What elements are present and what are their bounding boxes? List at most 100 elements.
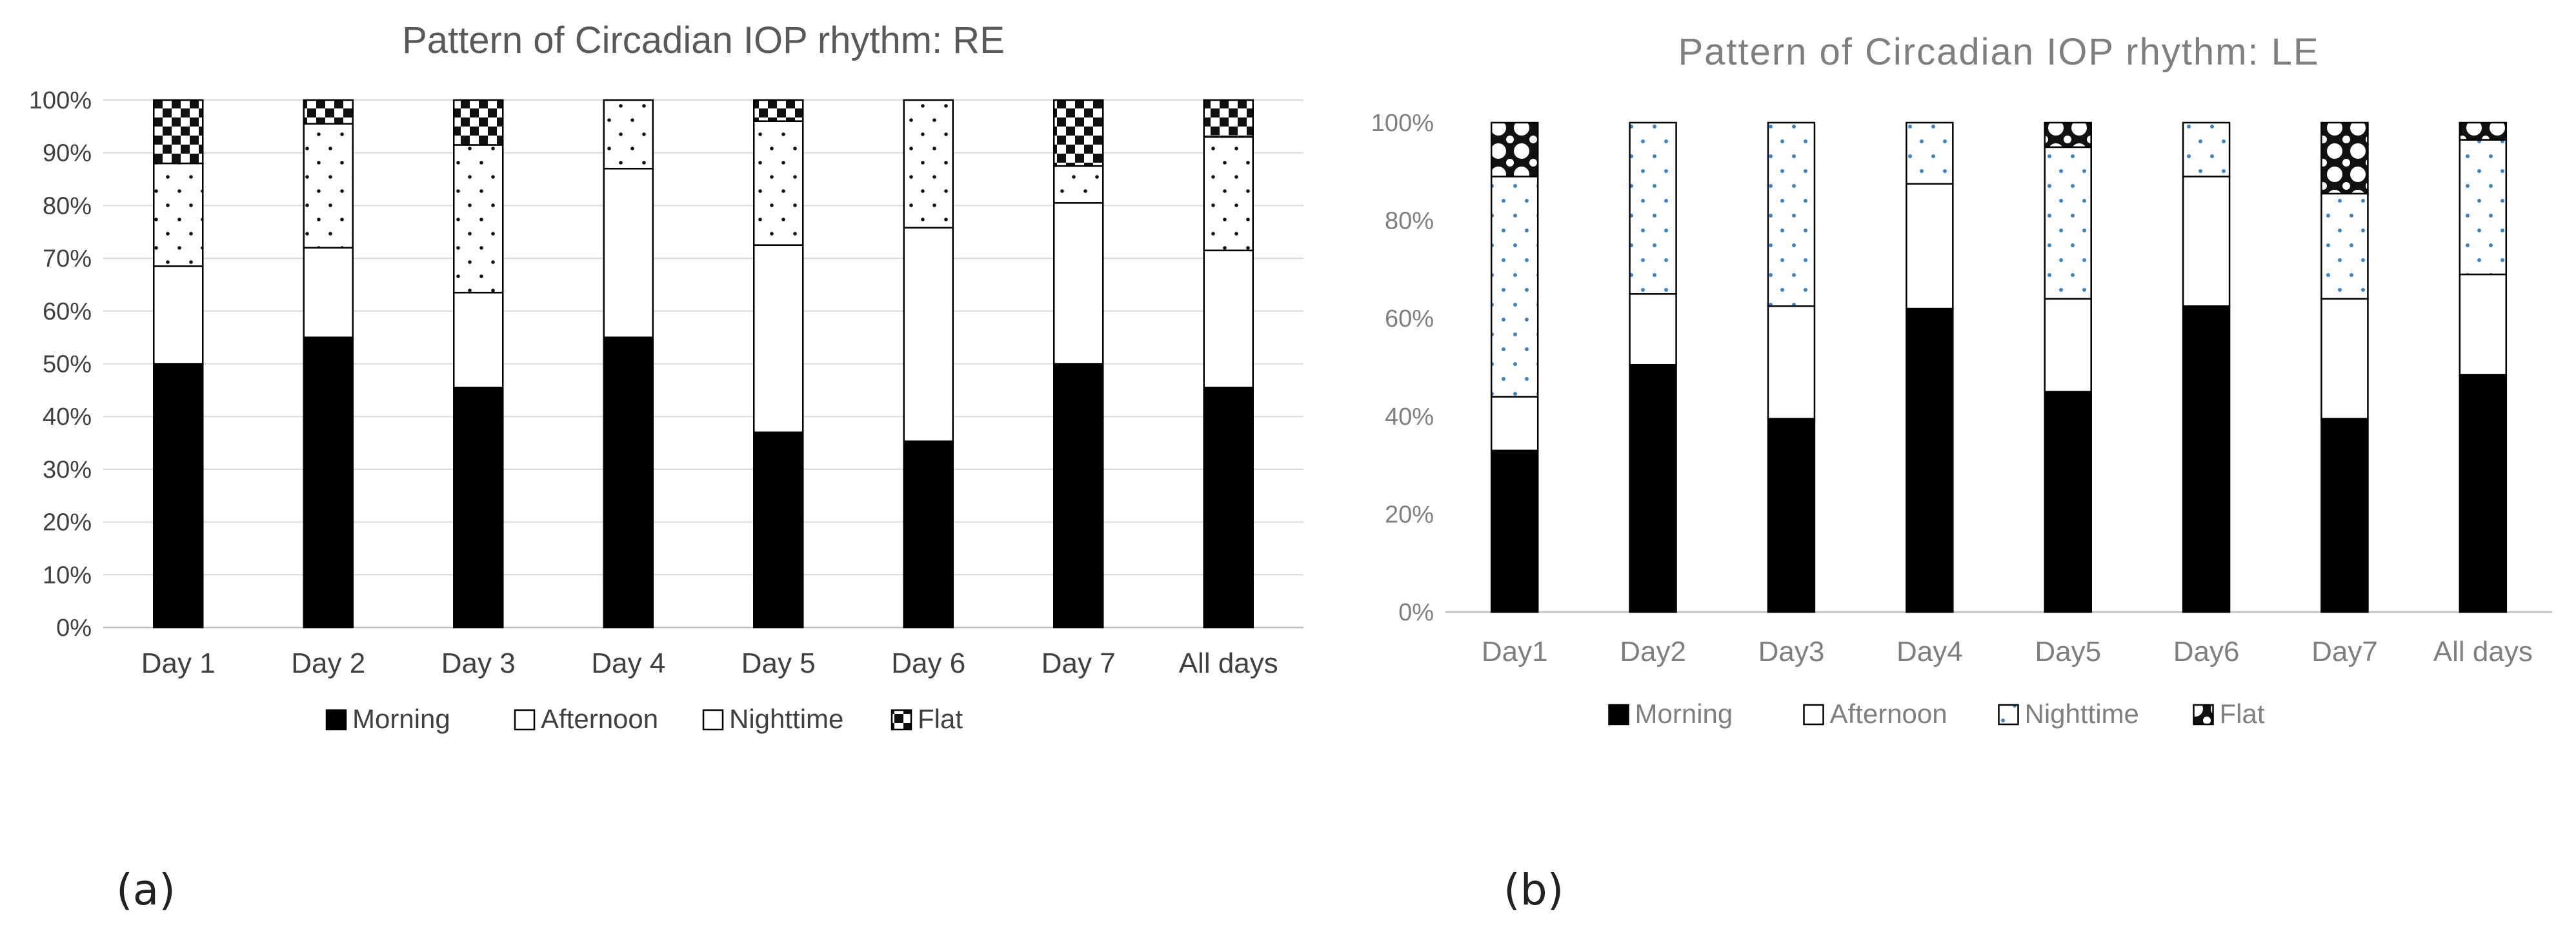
bar-segment-morning-day-7 <box>1053 363 1104 629</box>
bar-segment-afternoon-all-days <box>1203 249 1254 389</box>
bar-segment-afternoon-day7 <box>2320 298 2369 420</box>
bar-segment-afternoon-day6 <box>2182 176 2231 307</box>
legend-swatch-morning <box>1608 704 1629 726</box>
legend-swatch-flat <box>891 709 912 731</box>
x-tick-label: All days <box>1179 647 1278 679</box>
bar-segment-morning-all-days <box>1203 387 1254 629</box>
bar-segment-afternoon-day2 <box>1629 293 1677 366</box>
y-tick-label: 0% <box>56 615 92 642</box>
y-tick-label: 40% <box>43 403 92 431</box>
x-tick-label: Day 2 <box>291 647 365 679</box>
y-tick-label: 100% <box>29 87 92 114</box>
x-tick-label: All days <box>2433 636 2533 668</box>
bar-segment-morning-day-3 <box>453 387 504 629</box>
bar-segment-morning-day-4 <box>603 336 654 629</box>
bar-segment-flat-day-3 <box>453 99 504 146</box>
legend-label-nighttime: Nighttime <box>2025 698 2139 729</box>
legend-label-afternoon: Afternoon <box>541 704 658 734</box>
bar-segment-flat-day-1 <box>153 99 204 165</box>
legend-label-morning: Morning <box>1635 698 1733 729</box>
bar-segment-nighttime-day4 <box>1906 121 1954 185</box>
x-tick-label: Day1 <box>1482 636 1548 668</box>
bar-segment-afternoon-day3 <box>1767 305 1816 420</box>
bar-segment-nighttime-all-days <box>2459 139 2508 276</box>
x-tick-label: Day 3 <box>441 647 516 679</box>
x-tick-label: Day 1 <box>141 647 216 679</box>
y-tick-label: 10% <box>43 562 92 589</box>
bar-segment-flat-day5 <box>2044 121 2092 148</box>
y-tick-label: 20% <box>43 509 92 536</box>
bar-segment-morning-day7 <box>2320 418 2369 613</box>
bar-segment-flat-all-days <box>2459 121 2508 141</box>
bar-segment-nighttime-day-3 <box>453 144 504 294</box>
bar-segment-afternoon-day-5 <box>753 244 804 433</box>
y-tick-label: 70% <box>43 245 92 272</box>
x-tick-label: Day4 <box>1897 636 1963 668</box>
bar-segment-nighttime-day5 <box>2044 146 2092 300</box>
bar-segment-nighttime-day-6 <box>903 99 954 229</box>
y-tick-label: 80% <box>1385 208 1434 235</box>
bar-segment-morning-day-2 <box>303 336 354 629</box>
bar-segment-afternoon-day-2 <box>303 247 354 338</box>
y-tick-label: 90% <box>43 140 92 167</box>
bar-segment-afternoon-day-1 <box>153 265 204 365</box>
bar-segment-nighttime-day6 <box>2182 121 2231 178</box>
x-tick-label: Day3 <box>1758 636 1825 668</box>
bar-segment-afternoon-day4 <box>1906 183 1954 310</box>
bar-segment-nighttime-day2 <box>1629 121 1677 295</box>
x-tick-label: Day 4 <box>591 647 665 679</box>
bar-segment-nighttime-day-7 <box>1053 165 1104 204</box>
bar-segment-morning-day4 <box>1906 307 1954 613</box>
bar-segment-afternoon-day-4 <box>603 167 654 338</box>
bar-segment-afternoon-day1 <box>1490 396 1539 452</box>
bar-segment-afternoon-day-3 <box>453 291 504 389</box>
chart-title: Pattern of Circadian IOP rhythm: RE <box>402 19 1005 61</box>
x-tick-label: Day6 <box>2173 636 2240 668</box>
legend-label-flat: Flat <box>918 704 963 734</box>
bar-segment-nighttime-day-2 <box>303 123 354 249</box>
bar-segment-afternoon-day5 <box>2044 298 2092 393</box>
bar-segment-morning-all-days <box>2459 374 2508 613</box>
legend-swatch-afternoon <box>514 709 536 731</box>
legend-label-morning: Morning <box>352 704 450 734</box>
y-tick-label: 60% <box>1385 305 1434 332</box>
bar-segment-morning-day-6 <box>903 440 954 629</box>
chart-title: Pattern of Circadian IOP rhythm: LE <box>1678 31 2319 73</box>
bar-segment-morning-day1 <box>1490 449 1539 613</box>
x-tick-label: Day5 <box>2035 636 2101 668</box>
bar-segment-flat-day-7 <box>1053 99 1104 167</box>
charts-layer: Pattern of Circadian IOP rhythm: RE 0% 10%… <box>29 19 2552 734</box>
x-tick-label: Day2 <box>1620 636 1686 668</box>
y-tick-label: 60% <box>43 298 92 325</box>
bar-segment-nighttime-day3 <box>1767 121 1816 307</box>
bar-segment-afternoon-day-6 <box>903 227 954 442</box>
legend-label-nighttime: Nighttime <box>729 704 843 734</box>
bar-segment-morning-day-5 <box>753 431 804 629</box>
legend-swatch-nighttime <box>702 709 724 731</box>
bar-segment-morning-day5 <box>2044 391 2092 613</box>
y-tick-label: 0% <box>1398 599 1434 626</box>
bar-segment-flat-all-days <box>1203 99 1254 138</box>
panel-label-b: (b) <box>1504 865 1564 915</box>
panel-label-a: (a) <box>116 865 176 915</box>
x-tick-label: Day 7 <box>1041 647 1116 679</box>
y-tick-label: 40% <box>1385 403 1434 431</box>
bar-segment-afternoon-day-7 <box>1053 202 1104 365</box>
y-tick-label: 50% <box>43 351 92 378</box>
bar-segment-flat-day-2 <box>303 99 354 125</box>
legend-swatch-nighttime <box>1998 704 2019 726</box>
bar-segment-afternoon-all-days <box>2459 273 2508 376</box>
legend-swatch-morning <box>325 709 347 731</box>
bar-segment-morning-day2 <box>1629 363 1677 613</box>
bar-segment-morning-day3 <box>1767 418 1816 613</box>
y-tick-label: 30% <box>43 456 92 484</box>
x-tick-label: Day 6 <box>891 647 965 679</box>
bar-segment-flat-day1 <box>1490 121 1539 178</box>
bar-segment-flat-day7 <box>2320 121 2369 195</box>
bar-segment-nighttime-day-4 <box>603 99 654 170</box>
chart-le: Pattern of Circadian IOP rhythm: LE 0% 20%… <box>1371 31 2552 729</box>
y-tick-label: 20% <box>1385 501 1434 528</box>
bar-segment-flat-day-5 <box>753 99 804 122</box>
